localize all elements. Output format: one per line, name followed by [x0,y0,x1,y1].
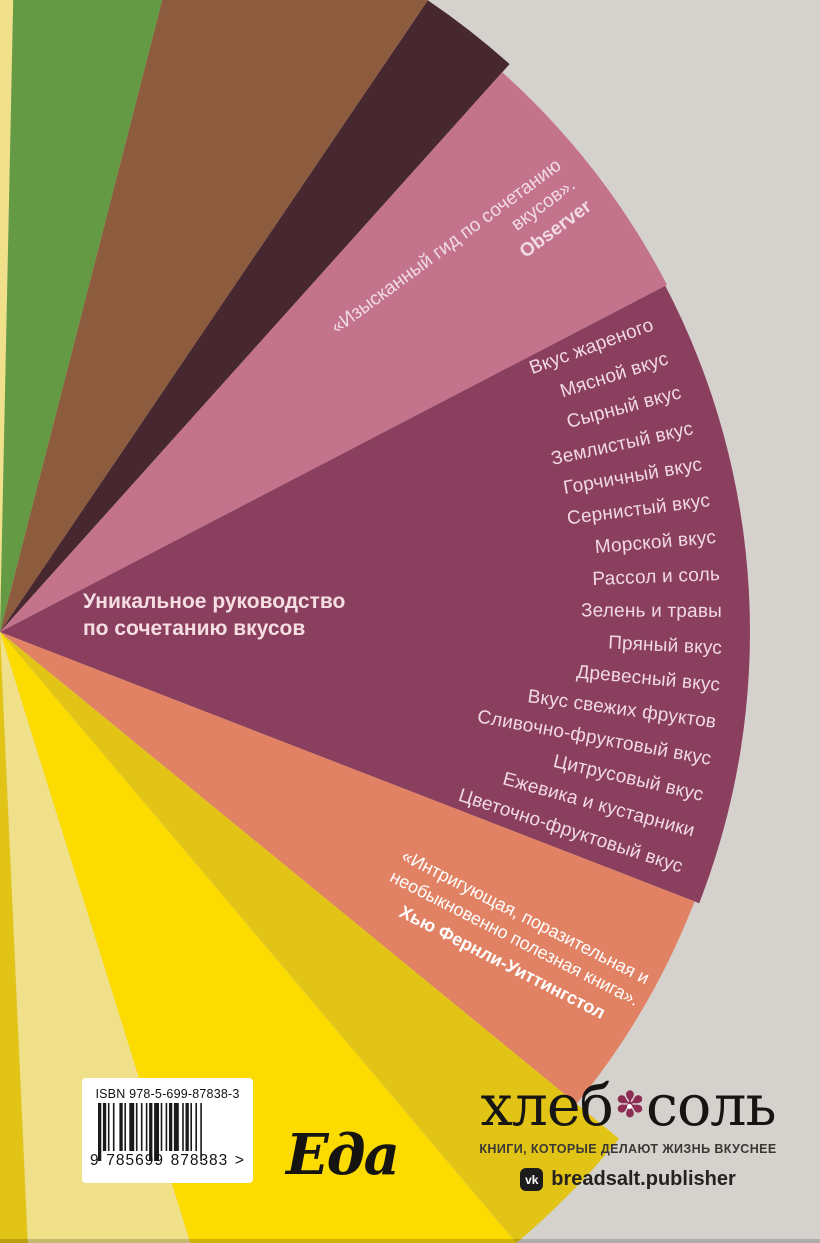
isbn-digit-group: 9 [90,1152,100,1169]
wedge-orange [0,632,695,1104]
vk-icon: vk [520,1168,544,1191]
isbn-digit-group: 785699 [106,1152,164,1169]
publisher-slogan: КНИГИ, КОТОРЫЕ ДЕЛАЮТ ЖИЗНЬ ВКУСНЕЕ [479,1142,777,1156]
isbn-label: ISBN 978-5-699-87838-3 [95,1087,240,1101]
isbn-digit-arrow: > [234,1152,245,1169]
vk-social-line: vk breadsalt.publisher [456,1168,800,1191]
barcode-bars-icon [97,1103,202,1161]
tagline: Уникальное руководство по сочетанию вкус… [83,588,345,642]
khleb-sol-logo: хлеб✽ соль [456,1076,800,1136]
wedge-gold-band [0,632,620,1243]
isbn-digits: 9 785699 878383 > [82,1152,253,1170]
flower-asterisk-icon: ✽ [614,1085,645,1126]
tagline-line2: по сочетанию вкусов [83,617,306,640]
tagline-line1: Уникальное руководство [83,590,346,613]
logo-word-sol: соль [646,1073,776,1139]
isbn-barcode: ISBN 978-5-699-87838-3 9 785699 878383 > [82,1078,253,1183]
isbn-digit-group: 878383 [170,1152,229,1169]
flower-center-dot [626,1104,632,1109]
wedge-gold-strip [0,632,28,1243]
cover-bottom-edge-shadow [0,1239,820,1243]
wedge-brown [0,0,428,632]
wedge-dark-brown [0,0,510,632]
logo-word-khleb: хлеб [480,1073,613,1139]
publisher-block: хлеб✽ соль КНИГИ, КОТОРЫЕ ДЕЛАЮТ ЖИЗНЬ ВК… [456,1076,800,1191]
wedge-yellow [0,632,517,1243]
eda-magazine-logo: Еда [286,1122,400,1188]
wedge-mauve [0,72,667,633]
wedge-maroon [0,285,750,904]
vk-handle: breadsalt.publisher [551,1168,736,1190]
